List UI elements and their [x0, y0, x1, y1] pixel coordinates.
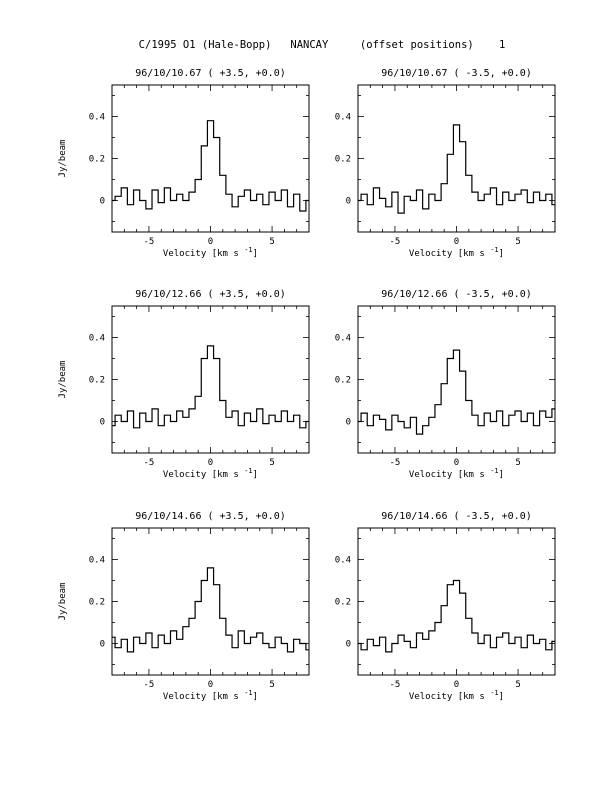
x-tick-label: 0 [454, 237, 459, 247]
x-tick-label: -5 [390, 680, 401, 690]
y-tick-label: 0.2 [89, 376, 105, 386]
panel-3: 96/10/12.66 ( +3.5, +0.0) -5 0 5 0 0.2 0.4 Velo… [58, 289, 310, 480]
x-axis-label-sup: -1 [490, 246, 498, 254]
y-tick-label: 0.2 [335, 598, 351, 608]
plot-frame [111, 527, 310, 676]
y-tick-label: 0 [100, 418, 105, 428]
y-tick-label: 0.2 [335, 155, 351, 165]
y-tick-label: 0.2 [335, 376, 351, 386]
x-tick-label: 5 [269, 237, 274, 247]
panel-title: 96/10/14.66 ( -3.5, +0.0) [381, 511, 532, 522]
x-tick-label: 5 [515, 680, 520, 690]
x-axis-label: Velocity [km s -1] [409, 467, 504, 480]
plot-frame [357, 305, 556, 454]
x-tick-label: -5 [144, 237, 155, 247]
x-axis-label-main: Velocity [km s [409, 249, 490, 259]
x-axis-label-sup: -1 [490, 467, 498, 475]
x-axis-label-main: Velocity [km s [163, 692, 244, 702]
x-tick-label: -5 [390, 458, 401, 468]
spectrum-line-1 [358, 579, 555, 653]
x-axis-label-sup: -1 [244, 246, 252, 254]
plot-frame [111, 305, 310, 454]
panels: 96/10/10.67 ( +3.5, +0.0) -5 0 5 0 0.2 0.4 Velo… [58, 68, 556, 702]
panel-title: 96/10/12.66 ( -3.5, +0.0) [381, 289, 532, 300]
x-tick-label: -5 [144, 458, 155, 468]
x-axis-label: Velocity [km s -1] [163, 246, 258, 259]
x-axis-label-sup: -1 [244, 467, 252, 475]
y-tick-label: 0 [100, 197, 105, 207]
panel-4: 96/10/12.66 ( -3.5, +0.0) -5 0 5 0 0.2 0.4 Velo… [335, 289, 556, 480]
x-axis-label-sup: -1 [244, 689, 252, 697]
x-axis-label-suffix: ] [499, 470, 504, 480]
panel-2: 96/10/10.67 ( -3.5, +0.0) -5 0 5 0 0.2 0.4 Velo… [335, 68, 556, 259]
x-axis-label: Velocity [km s -1] [163, 467, 258, 480]
y-tick-label: 0.4 [335, 556, 351, 566]
y-tick-label: 0.2 [89, 155, 105, 165]
panel-title: 96/10/12.66 ( +3.5, +0.0) [135, 289, 286, 300]
x-tick-label: 0 [454, 458, 459, 468]
x-tick-label: -5 [144, 680, 155, 690]
plot-frame [357, 84, 556, 233]
x-tick-label: 5 [269, 680, 274, 690]
spectrum-line-1 [358, 124, 555, 214]
x-axis-label-suffix: ] [253, 249, 258, 259]
spectrum-line-1 [112, 120, 309, 212]
x-axis-label: Velocity [km s -1] [163, 689, 258, 702]
panel-6: 96/10/14.66 ( -3.5, +0.0) -5 0 5 0 0.2 0.4 Velo… [335, 511, 556, 702]
x-axis-label-main: Velocity [km s [163, 470, 244, 480]
x-tick-label: 0 [208, 237, 213, 247]
x-tick-label: 5 [515, 458, 520, 468]
y-tick-label: 0 [346, 418, 351, 428]
x-axis-label: Velocity [km s -1] [409, 689, 504, 702]
panel-title: 96/10/10.67 ( -3.5, +0.0) [381, 68, 532, 79]
x-tick-label: 5 [515, 237, 520, 247]
panel-1: 96/10/10.67 ( +3.5, +0.0) -5 0 5 0 0.2 0.4 Velo… [58, 68, 310, 259]
y-tick-label: 0 [100, 640, 105, 650]
spectrum-line-1 [358, 349, 555, 435]
figure-title: C/1995 O1 (Hale-Bopp) NANCAY (offset pos… [139, 39, 506, 51]
y-axis-label: Jy/beam [58, 140, 68, 178]
spectrum-line-1 [112, 345, 309, 429]
x-axis-label-suffix: ] [253, 692, 258, 702]
x-axis-label-suffix: ] [499, 249, 504, 259]
x-tick-label: 0 [208, 680, 213, 690]
y-tick-label: 0.4 [89, 556, 105, 566]
y-tick-label: 0.4 [89, 334, 105, 344]
x-tick-label: 0 [454, 680, 459, 690]
y-tick-label: 0 [346, 640, 351, 650]
x-tick-label: 5 [269, 458, 274, 468]
x-tick-label: -5 [390, 237, 401, 247]
y-tick-label: 0 [346, 197, 351, 207]
plot-frame [357, 527, 556, 676]
y-tick-label: 0.2 [89, 598, 105, 608]
x-axis-label-suffix: ] [499, 692, 504, 702]
y-axis-label: Jy/beam [58, 583, 68, 621]
x-axis-label: Velocity [km s -1] [409, 246, 504, 259]
spectrum-line-1 [112, 567, 309, 653]
x-axis-label-sup: -1 [490, 689, 498, 697]
x-axis-label-main: Velocity [km s [409, 470, 490, 480]
y-tick-label: 0.4 [335, 334, 351, 344]
y-axis-label: Jy/beam [58, 361, 68, 399]
x-axis-label-main: Velocity [km s [409, 692, 490, 702]
y-tick-label: 0.4 [335, 113, 351, 123]
x-axis-label-suffix: ] [253, 470, 258, 480]
panel-5: 96/10/14.66 ( +3.5, +0.0) -5 0 5 0 0.2 0.4 Velo… [58, 511, 310, 702]
panel-title: 96/10/14.66 ( +3.5, +0.0) [135, 511, 286, 522]
y-tick-label: 0.4 [89, 113, 105, 123]
panel-title: 96/10/10.67 ( +3.5, +0.0) [135, 68, 286, 79]
x-axis-label-main: Velocity [km s [163, 249, 244, 259]
x-tick-label: 0 [208, 458, 213, 468]
plot-frame [111, 84, 310, 233]
